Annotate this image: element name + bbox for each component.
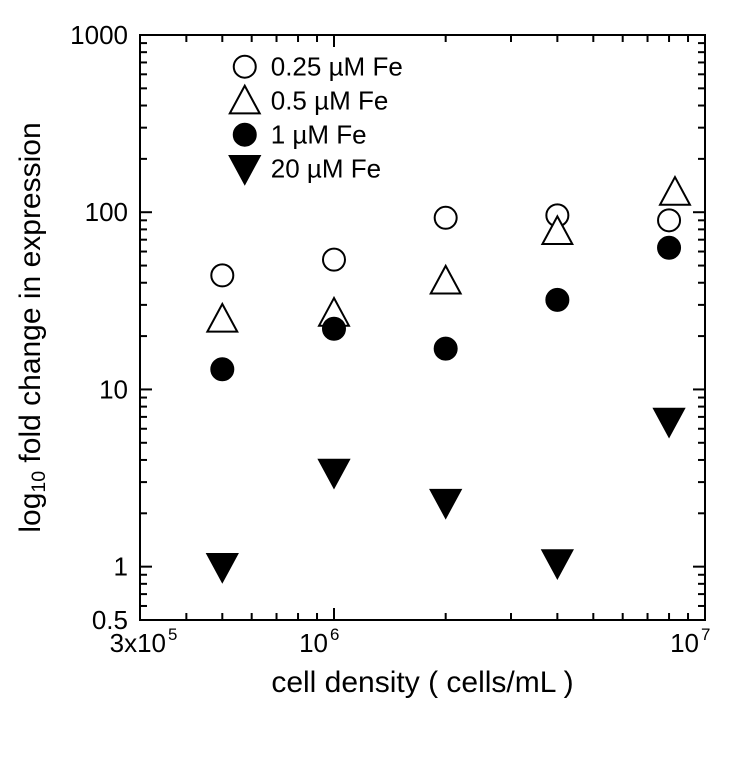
y-tick-label: 0.5 <box>92 605 128 635</box>
y-axis-label: log10 fold change in expression <box>14 122 50 532</box>
svg-text:7: 7 <box>701 625 710 644</box>
legend-label: 0.5 µM Fe <box>271 86 389 116</box>
y-tick-label: 10 <box>99 374 128 404</box>
svg-text:10: 10 <box>299 628 328 658</box>
scatter-chart: 1061073x10511010010000.5cell density ( c… <box>0 0 756 762</box>
legend-label: 20 µM Fe <box>271 154 381 184</box>
svg-text:5: 5 <box>168 625 177 644</box>
x-axis-label: cell density ( cells/mL ) <box>271 666 573 699</box>
y-tick-label: 1 <box>114 552 128 582</box>
svg-text:6: 6 <box>330 625 339 644</box>
legend-label: 0.25 µM Fe <box>271 52 403 82</box>
svg-text:10: 10 <box>670 628 699 658</box>
y-tick-label: 100 <box>85 197 128 227</box>
legend-label: 1 µM Fe <box>271 120 367 150</box>
y-tick-label: 1000 <box>70 20 128 50</box>
chart-svg: 1061073x10511010010000.5cell density ( c… <box>0 0 756 762</box>
